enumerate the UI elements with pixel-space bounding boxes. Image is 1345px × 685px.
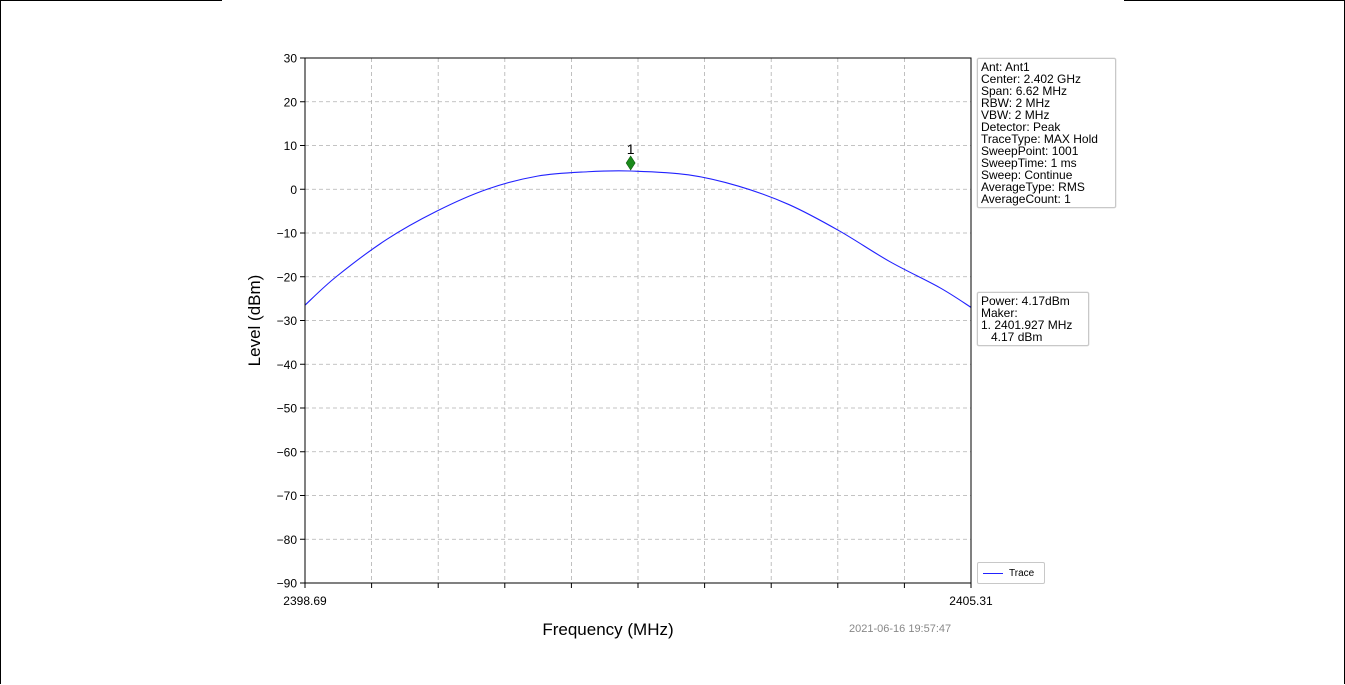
x-ticks: 2398.69 2405.31 — [283, 583, 993, 608]
timestamp: 2021-06-16 19:57:47 — [849, 623, 952, 635]
y-tick-label: −70 — [277, 489, 298, 503]
info-line: VBW: 2 MHz — [981, 108, 1050, 122]
settings-info-box: Ant: Ant1 Center: 2.402 GHz Span: 6.62 M… — [977, 58, 1116, 208]
marker-label: 1 — [627, 141, 635, 157]
x-tick-label: 2398.69 — [283, 594, 327, 608]
power-marker-box: Power: 4.17dBm Maker: 1. 2401.927 MHz 4.… — [977, 292, 1089, 346]
y-tick-label: 30 — [284, 52, 298, 66]
y-axis-label: Level (dBm) — [245, 275, 264, 367]
info-line: RBW: 2 MHz — [981, 96, 1051, 110]
legend: Trace — [977, 562, 1045, 584]
grid-lines — [305, 58, 971, 583]
y-tick-label: −40 — [277, 358, 298, 372]
marker-diamond — [625, 155, 636, 171]
power-line: Power: 4.17dBm — [981, 294, 1070, 308]
info-line: TraceType: MAX Hold — [981, 132, 1098, 146]
y-ticks: 30 20 10 0 −10 −20 −30 −40 −50 −60 −70 −80 −90 — [277, 52, 305, 591]
series-layer — [304, 170, 972, 308]
y-tick-label: 0 — [290, 183, 297, 197]
y-tick-label: −50 — [277, 402, 298, 416]
info-line: SweepPoint: 1001 — [981, 144, 1079, 158]
marker-label-line: Maker: — [981, 306, 1018, 320]
legend-swatch — [983, 572, 1003, 574]
y-tick-label: −10 — [277, 227, 298, 241]
marker-layer: 1 — [625, 141, 636, 171]
plot-panel — [222, 5, 1124, 684]
frame-top-gap — [222, 0, 1124, 3]
info-line: Span: 6.62 MHz — [981, 84, 1068, 98]
y-tick-label: −60 — [277, 445, 298, 459]
marker-level-line: 4.17 dBm — [981, 330, 1043, 344]
marker-frequency-line: 1. 2401.927 MHz — [981, 318, 1073, 332]
info-line: Sweep: Continue — [981, 168, 1073, 182]
info-line: Center: 2.402 GHz — [981, 72, 1082, 86]
info-line: SweepTime: 1 ms — [981, 156, 1077, 170]
y-tick-label: 20 — [284, 95, 298, 109]
y-tick-label: −30 — [277, 314, 298, 328]
legend-label: Trace — [1009, 567, 1035, 579]
info-line: AverageType: RMS — [981, 180, 1085, 194]
y-tick-label: −80 — [277, 533, 298, 547]
x-tick-label: 2405.31 — [949, 594, 993, 608]
x-axis-label: Frequency (MHz) — [542, 620, 673, 639]
y-tick-label: 10 — [284, 139, 298, 153]
axes-frame — [304, 57, 972, 584]
info-line: Ant: Ant1 — [981, 60, 1030, 74]
info-line: AverageCount: 1 — [981, 192, 1071, 206]
info-line: Detector: Peak — [981, 120, 1061, 134]
y-tick-label: −90 — [277, 577, 298, 591]
series-line — [304, 170, 972, 308]
y-tick-label: −20 — [277, 270, 298, 284]
